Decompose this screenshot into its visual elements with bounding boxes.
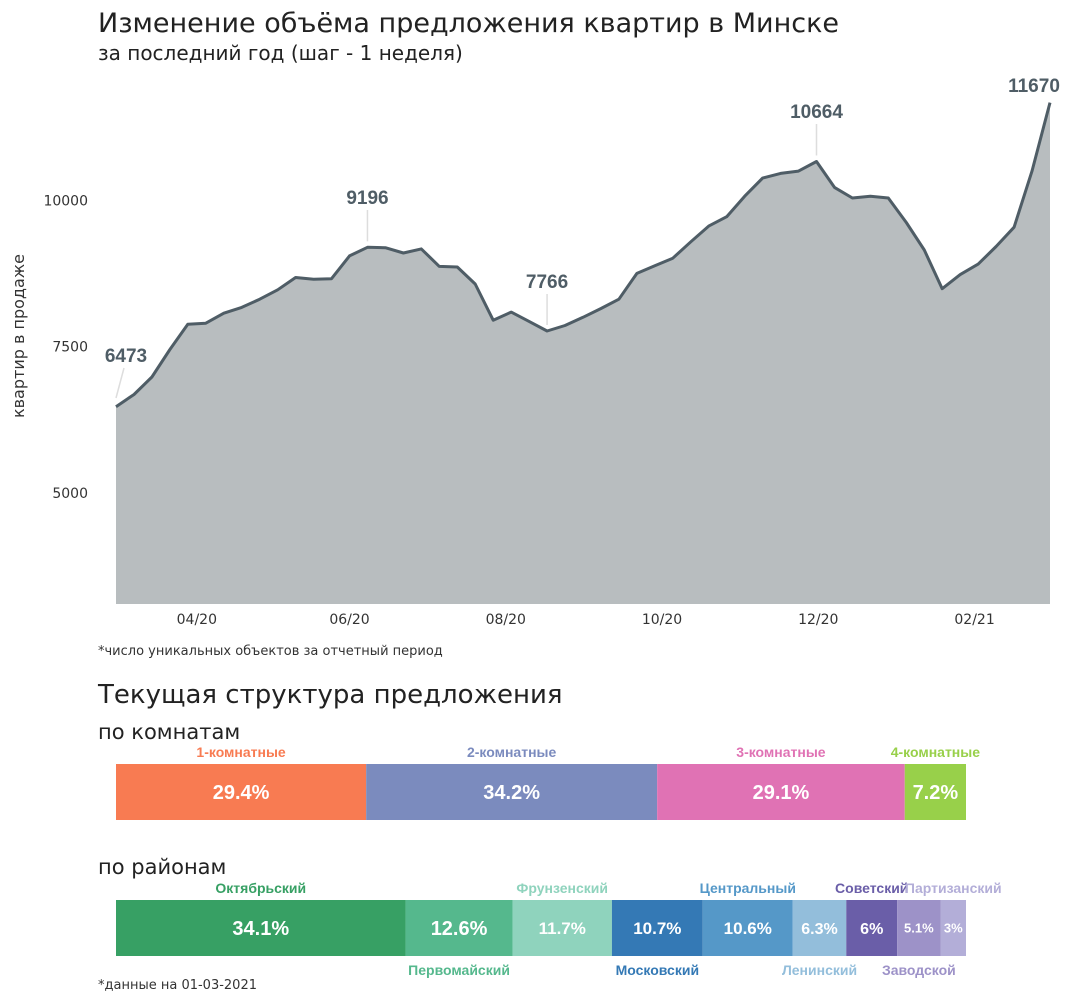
- segment-value-label: 34.2%: [483, 782, 540, 804]
- segment-value-label: 3%: [944, 921, 963, 936]
- peak-annotation-label: 6473: [105, 346, 147, 367]
- peak-annotation-label: 7766: [526, 272, 568, 293]
- stacked-segment: [792, 900, 847, 956]
- segment-category-label: Октябрьский: [215, 880, 306, 896]
- segment-category-label: 4-комнатные: [891, 744, 981, 760]
- stacked-segment: [366, 764, 658, 820]
- segment-value-label: 11.7%: [539, 919, 586, 938]
- segment-value-label: 10.7%: [633, 919, 681, 938]
- rooms-stacked-bar: 29.4% 1-комнатные 34.2% 2-комнатные 29.1% 3-к…: [116, 744, 980, 820]
- segment-category-label: Фрунзенский: [516, 880, 608, 896]
- x-tick-label: 02/21: [954, 612, 994, 628]
- segment-value-label: 34.1%: [232, 918, 289, 940]
- chart-footnote: *число уникальных объектов за отчетный п…: [98, 644, 443, 659]
- x-tick-label: 06/20: [329, 612, 369, 628]
- y-axis-label: квартир в продаже: [9, 254, 28, 418]
- segment-category-label: Советский: [835, 880, 908, 896]
- stacked-segment: [846, 900, 898, 956]
- stacked-segment: [611, 900, 703, 956]
- peak-annotation-label: 10664: [790, 102, 843, 123]
- chart-title: Изменение объёма предложения квартир в М…: [98, 8, 839, 39]
- segment-value-label: 7.2%: [913, 782, 959, 804]
- segment-value-label: 6%: [860, 921, 883, 938]
- segment-value-label: 29.1%: [753, 782, 810, 804]
- segment-value-label: 29.4%: [213, 782, 270, 804]
- series-line: [115, 102, 1052, 408]
- segment-category-label: 3-комнатные: [736, 744, 826, 760]
- stacked-segment: [116, 900, 406, 956]
- stacked-segment: [897, 900, 941, 956]
- districts-title: по районам: [98, 855, 226, 879]
- segment-category-label: Центральный: [700, 880, 796, 896]
- y-tick-label: 7500: [52, 340, 88, 356]
- annotation-leader: [115, 367, 125, 399]
- structure-title: Текущая структура предложения: [97, 680, 563, 710]
- segment-category-label: 2-комнатные: [467, 744, 557, 760]
- segment-category-label: Ленинский: [782, 962, 857, 978]
- rooms-title: по комнатам: [98, 720, 240, 744]
- stacked-segment: [405, 900, 513, 956]
- stacked-segment: [904, 764, 966, 820]
- segment-category-label: Первомайский: [408, 962, 510, 978]
- segment-value-label: 6.3%: [801, 921, 837, 938]
- stacked-segment: [940, 900, 966, 956]
- y-tick-label: 10000: [43, 193, 88, 209]
- stacked-segment: [657, 764, 905, 820]
- peak-annotation-label: 11670: [1008, 76, 1060, 97]
- chart-subtitle: за последний год (шаг - 1 неделя): [98, 41, 463, 65]
- y-axis: 5000 7500 10000: [43, 193, 88, 502]
- districts-stacked-bar: 34.1% Октябрьский 12.6% Первомайский 11.7% Фр…: [116, 880, 1002, 978]
- peak-annotations: 6473 9196 7766 10664 11670: [105, 76, 1060, 399]
- peak-annotation-label: 9196: [346, 188, 388, 209]
- stacked-segment: [512, 900, 612, 956]
- structure-footnote: *данные на 01-03-2021: [98, 978, 257, 993]
- segment-category-label: 1-комнатные: [196, 744, 286, 760]
- segment-category-label: Заводской: [882, 962, 956, 978]
- stacked-segment: [702, 900, 793, 956]
- x-tick-label: 10/20: [642, 612, 682, 628]
- x-tick-label: 04/20: [177, 612, 217, 628]
- area-fill: [116, 102, 1050, 604]
- segment-value-label: 12.6%: [431, 918, 488, 940]
- stacked-segment: [116, 764, 367, 820]
- x-axis: 04/20 06/20 08/20 10/20 12/20 02/21: [177, 612, 995, 628]
- segment-category-label: Партизанский: [905, 880, 1002, 896]
- y-tick-label: 5000: [52, 486, 88, 502]
- segment-value-label: 5.1%: [904, 921, 934, 936]
- segment-value-label: 10.6%: [724, 919, 772, 938]
- x-tick-label: 08/20: [486, 612, 526, 628]
- x-tick-label: 12/20: [798, 612, 838, 628]
- segment-category-label: Московский: [616, 962, 699, 978]
